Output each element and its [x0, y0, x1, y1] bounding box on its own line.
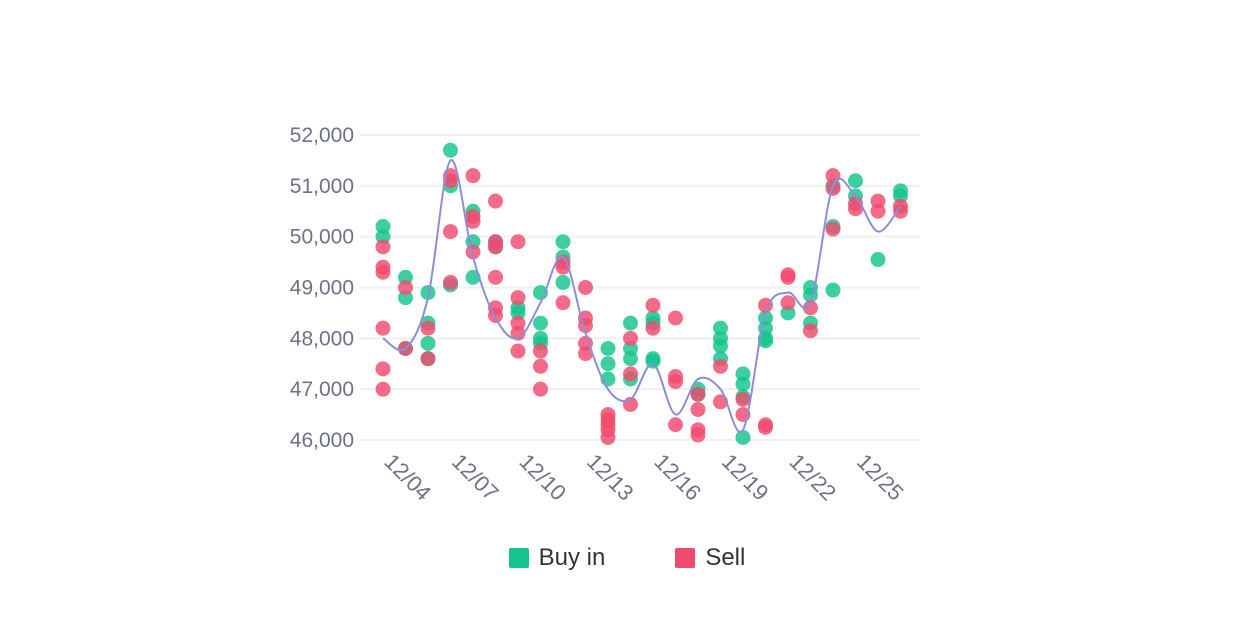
sell-point[interactable] [825, 221, 841, 237]
legend-swatch-sell [675, 548, 696, 568]
buy-in-point[interactable] [420, 285, 436, 301]
legend-item-sell[interactable]: Sell [675, 544, 745, 572]
buy-in-point[interactable] [623, 351, 638, 367]
sell-point[interactable] [893, 203, 908, 219]
sell-point[interactable] [645, 320, 661, 336]
sell-point[interactable] [668, 417, 683, 433]
x-tick-label: 12/25 [852, 449, 909, 506]
sell-point[interactable] [488, 239, 503, 255]
sell-point[interactable] [623, 366, 638, 382]
x-tick-label: 12/22 [784, 449, 841, 506]
legend-swatch-buy-in [508, 548, 529, 568]
y-tick-label: 49,000 [290, 277, 354, 300]
sell-point[interactable] [668, 374, 683, 390]
sell-point[interactable] [443, 274, 458, 290]
sell-point[interactable] [848, 201, 863, 217]
buy-in-point[interactable] [758, 333, 773, 349]
chart-legend: Buy in Sell [0, 538, 1254, 578]
sell-point[interactable] [465, 244, 481, 260]
sell-point[interactable] [668, 310, 683, 326]
sell-point[interactable] [690, 427, 706, 443]
sell-point[interactable] [690, 386, 706, 402]
buy-in-point[interactable] [533, 315, 548, 331]
sell-point[interactable] [443, 224, 458, 240]
x-axis: 12/04 12/07 12/10 12/13 12/16 12/19 12/22 12/25 [379, 449, 908, 506]
sell-point[interactable] [555, 295, 571, 311]
data-points [375, 142, 908, 445]
sell-point[interactable] [533, 343, 548, 359]
y-axis: 46,000 47,000 48,000 49,000 50,000 51,000 52,0… [290, 124, 354, 452]
buy-in-point[interactable] [600, 356, 616, 372]
sell-point[interactable] [375, 264, 391, 280]
sell-point[interactable] [465, 168, 481, 184]
sell-point[interactable] [645, 297, 661, 313]
sell-point[interactable] [375, 381, 391, 397]
buy-in-point[interactable] [825, 282, 841, 298]
y-tick-label: 46,000 [290, 429, 354, 452]
buy-in-point[interactable] [713, 338, 728, 354]
buy-in-point[interactable] [735, 429, 751, 445]
sell-point[interactable] [443, 173, 458, 189]
x-tick-label: 12/07 [447, 449, 504, 506]
sell-point[interactable] [510, 234, 526, 250]
x-tick-label: 12/13 [582, 449, 639, 506]
sell-point[interactable] [420, 320, 436, 336]
legend-label-buy-in: Buy in [538, 544, 606, 571]
sell-point[interactable] [578, 346, 593, 362]
buy-in-point[interactable] [623, 315, 638, 331]
y-tick-label: 50,000 [290, 226, 354, 249]
sell-point[interactable] [375, 239, 391, 255]
trend-line-path [382, 159, 902, 434]
buy-in-point[interactable] [555, 274, 571, 290]
sell-point[interactable] [735, 391, 751, 407]
sell-point[interactable] [488, 307, 503, 323]
sell-point[interactable] [713, 358, 728, 374]
legend-item-buy-in[interactable]: Buy in [508, 544, 606, 572]
x-tick-label: 12/10 [514, 449, 571, 506]
sell-point[interactable] [375, 361, 391, 377]
y-tick-label: 52,000 [290, 124, 354, 147]
sell-point[interactable] [533, 381, 548, 397]
x-tick-label: 12/19 [717, 449, 774, 506]
buy-in-point[interactable] [735, 376, 751, 392]
sell-point[interactable] [780, 295, 796, 311]
sell-point[interactable] [578, 280, 593, 295]
sell-point[interactable] [488, 269, 503, 285]
sell-point[interactable] [803, 323, 818, 339]
sell-point[interactable] [510, 290, 526, 306]
sell-point[interactable] [488, 193, 503, 209]
x-tick-label: 12/04 [379, 449, 436, 506]
sell-point[interactable] [600, 429, 616, 445]
sell-point[interactable] [803, 300, 818, 316]
sell-point[interactable] [870, 203, 886, 219]
buy-in-point[interactable] [443, 142, 458, 158]
buy-in-point[interactable] [600, 341, 616, 356]
sell-point[interactable] [420, 351, 436, 367]
sell-point[interactable] [465, 213, 481, 229]
sell-point[interactable] [398, 280, 413, 295]
sell-point[interactable] [623, 330, 638, 346]
buy-in-point[interactable] [870, 252, 886, 268]
sell-point[interactable] [690, 402, 706, 417]
y-tick-label: 51,000 [290, 175, 354, 198]
buy-in-point[interactable] [465, 269, 481, 285]
buy-in-point[interactable] [555, 234, 571, 250]
y-tick-label: 47,000 [290, 378, 354, 401]
buy-in-point[interactable] [420, 335, 436, 351]
sell-point[interactable] [780, 269, 796, 285]
trend-line [382, 159, 902, 434]
sell-point[interactable] [375, 320, 391, 336]
buy-in-point[interactable] [848, 173, 863, 189]
x-tick-label: 12/16 [649, 449, 706, 506]
y-tick-label: 48,000 [290, 327, 354, 350]
sell-point[interactable] [510, 343, 526, 359]
sell-point[interactable] [758, 419, 773, 435]
sell-point[interactable] [533, 358, 548, 374]
legend-label-sell: Sell [705, 544, 746, 571]
